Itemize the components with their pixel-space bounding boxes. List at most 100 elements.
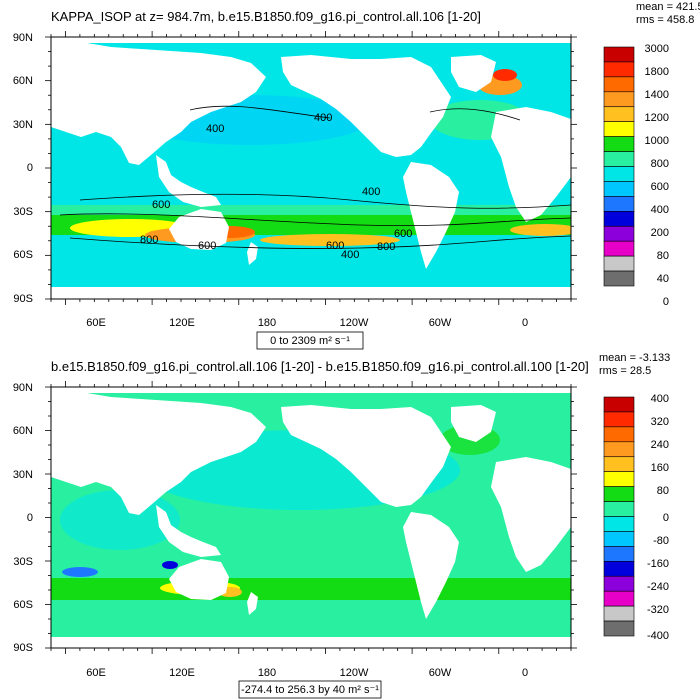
bottom-mean: mean = -3.133 — [599, 352, 670, 364]
top-range-box — [256, 331, 364, 350]
top-x-tick: 60E — [86, 317, 106, 329]
top-contour-label: 400 — [314, 112, 332, 124]
top-colorbar-label: 40 — [657, 273, 669, 285]
top-contour-label: 600 — [326, 240, 344, 252]
top-colorbar-swatch — [603, 46, 635, 63]
bottom-y-tick: 30N — [13, 469, 33, 481]
top-colorbar-label: 1800 — [645, 66, 669, 78]
top-contour-label: 800 — [377, 241, 395, 253]
bottom-x-tick: 120W — [340, 667, 369, 679]
top-colorbar-label: 1400 — [645, 89, 669, 101]
bottom-colorbar-swatch — [603, 396, 635, 413]
top-contour-label: 600 — [198, 240, 216, 252]
top-field-patch — [510, 224, 571, 236]
top-field-patch — [493, 69, 517, 81]
bottom-y-tick: 90S — [13, 642, 33, 654]
top-contour-label: 400 — [206, 123, 224, 135]
top-contour-label: 600 — [394, 228, 412, 240]
top-colorbar-swatch — [603, 196, 635, 212]
top-y-tick: 90S — [13, 293, 33, 305]
bottom-colorbar-swatch — [603, 531, 635, 547]
top-colorbar-label: 80 — [657, 250, 669, 262]
top-colorbar-swatch — [603, 151, 635, 167]
top-colorbar-swatch — [603, 61, 635, 78]
top-colorbar-swatch — [603, 121, 635, 137]
bottom-colorbar-swatch — [603, 590, 635, 607]
bottom-x-tick: 60W — [429, 667, 452, 679]
top-colorbar-label: 800 — [651, 158, 669, 170]
bottom-colorbar-label: 80 — [657, 485, 669, 497]
bottom-colorbar-swatch — [603, 411, 635, 428]
top-colorbar-label: 200 — [651, 227, 669, 239]
bottom-y-tick: 60S — [13, 599, 33, 611]
top-colorbar-swatch — [603, 181, 635, 197]
bottom-y-tick: 90N — [13, 382, 33, 394]
bottom-x-tick: 60E — [86, 667, 106, 679]
bottom-colorbar-swatch — [603, 501, 635, 517]
top-y-tick: 0 — [27, 162, 33, 174]
bottom-rms: rms = 28.5 — [599, 365, 651, 377]
top-y-tick: 60N — [13, 75, 33, 87]
bottom-colorbar-swatch — [603, 605, 635, 622]
bottom-colorbar-label: -320 — [647, 604, 669, 616]
top-contour-label: 400 — [362, 186, 380, 198]
top-rms: rms = 458.8 — [636, 14, 694, 26]
top-range-label: 0 to 2309 m² s⁻¹ — [270, 335, 350, 347]
bottom-colorbar-label: -400 — [647, 630, 669, 642]
top-panel: KAPPA_ISOP at z= 984.7m, b.e15.B1850.f09… — [13, 1, 700, 350]
top-colorbar-swatch — [603, 240, 635, 257]
top-contour-label: 800 — [140, 234, 158, 246]
top-colorbar-swatch — [603, 225, 635, 242]
top-contour-label: 600 — [152, 199, 170, 211]
bottom-colorbar-swatch — [603, 620, 635, 637]
top-y-tick: 90N — [13, 32, 33, 44]
bottom-colorbar-label: 240 — [651, 439, 669, 451]
bottom-y-tick: 60N — [13, 425, 33, 437]
top-colorbar-label: 1000 — [645, 135, 669, 147]
top-colorbar-swatch — [603, 255, 635, 272]
bottom-y-tick: 30S — [13, 556, 33, 568]
top-colorbar-swatch — [603, 211, 635, 227]
top-colorbar-swatch — [603, 270, 635, 287]
bottom-title: b.e15.B1850.f09_g16.pi_control.all.106 [… — [51, 359, 589, 374]
top-x-tick: 0 — [522, 317, 528, 329]
bottom-tick-marks — [45, 381, 577, 654]
bottom-range-label: -274.4 to 256.3 by 40 m² s⁻¹ — [241, 684, 379, 696]
bottom-range-box — [238, 680, 382, 699]
bottom-y-tick: 0 — [27, 512, 33, 524]
bottom-colorbar-label: 160 — [651, 462, 669, 474]
top-x-tick: 120W — [340, 317, 369, 329]
top-y-tick: 60S — [13, 249, 33, 261]
bottom-field-band — [51, 578, 571, 600]
top-colorbar-swatch — [603, 136, 635, 152]
bottom-colorbar-swatch — [603, 561, 635, 577]
bottom-colorbar-swatch — [603, 546, 635, 562]
bottom-colorbar-label: -80 — [653, 535, 669, 547]
top-tick-marks — [45, 31, 577, 305]
top-contours — [59, 105, 571, 249]
bottom-colorbar-swatch — [603, 426, 635, 443]
bottom-colorbar — [603, 396, 635, 637]
bottom-colorbar-swatch — [603, 516, 635, 532]
top-y-tick: 30N — [13, 119, 33, 131]
bottom-field-patch — [162, 561, 178, 569]
top-colorbar-swatch — [603, 106, 635, 122]
top-field-patch — [260, 234, 400, 246]
top-colorbar-swatch — [603, 91, 635, 108]
top-x-tick: 180 — [258, 317, 276, 329]
bottom-colorbar-label: 0 — [663, 512, 669, 524]
bottom-colorbar-label: 400 — [651, 393, 669, 405]
top-mean: mean = 421.5 — [636, 1, 700, 13]
bottom-colorbar-swatch — [603, 575, 635, 592]
top-x-tick: 60W — [429, 317, 452, 329]
top-colorbar-label: 1200 — [645, 112, 669, 124]
bottom-colorbar-label: -160 — [647, 558, 669, 570]
top-x-tick: 120E — [169, 317, 195, 329]
bottom-panel: b.e15.B1850.f09_g16.pi_control.all.106 [… — [13, 352, 670, 699]
top-colorbar — [603, 46, 635, 287]
bottom-colorbar-swatch — [603, 471, 635, 487]
top-colorbar-swatch — [603, 76, 635, 93]
top-colorbar-label: 600 — [651, 181, 669, 193]
top-colorbar-label: 0 — [663, 296, 669, 308]
